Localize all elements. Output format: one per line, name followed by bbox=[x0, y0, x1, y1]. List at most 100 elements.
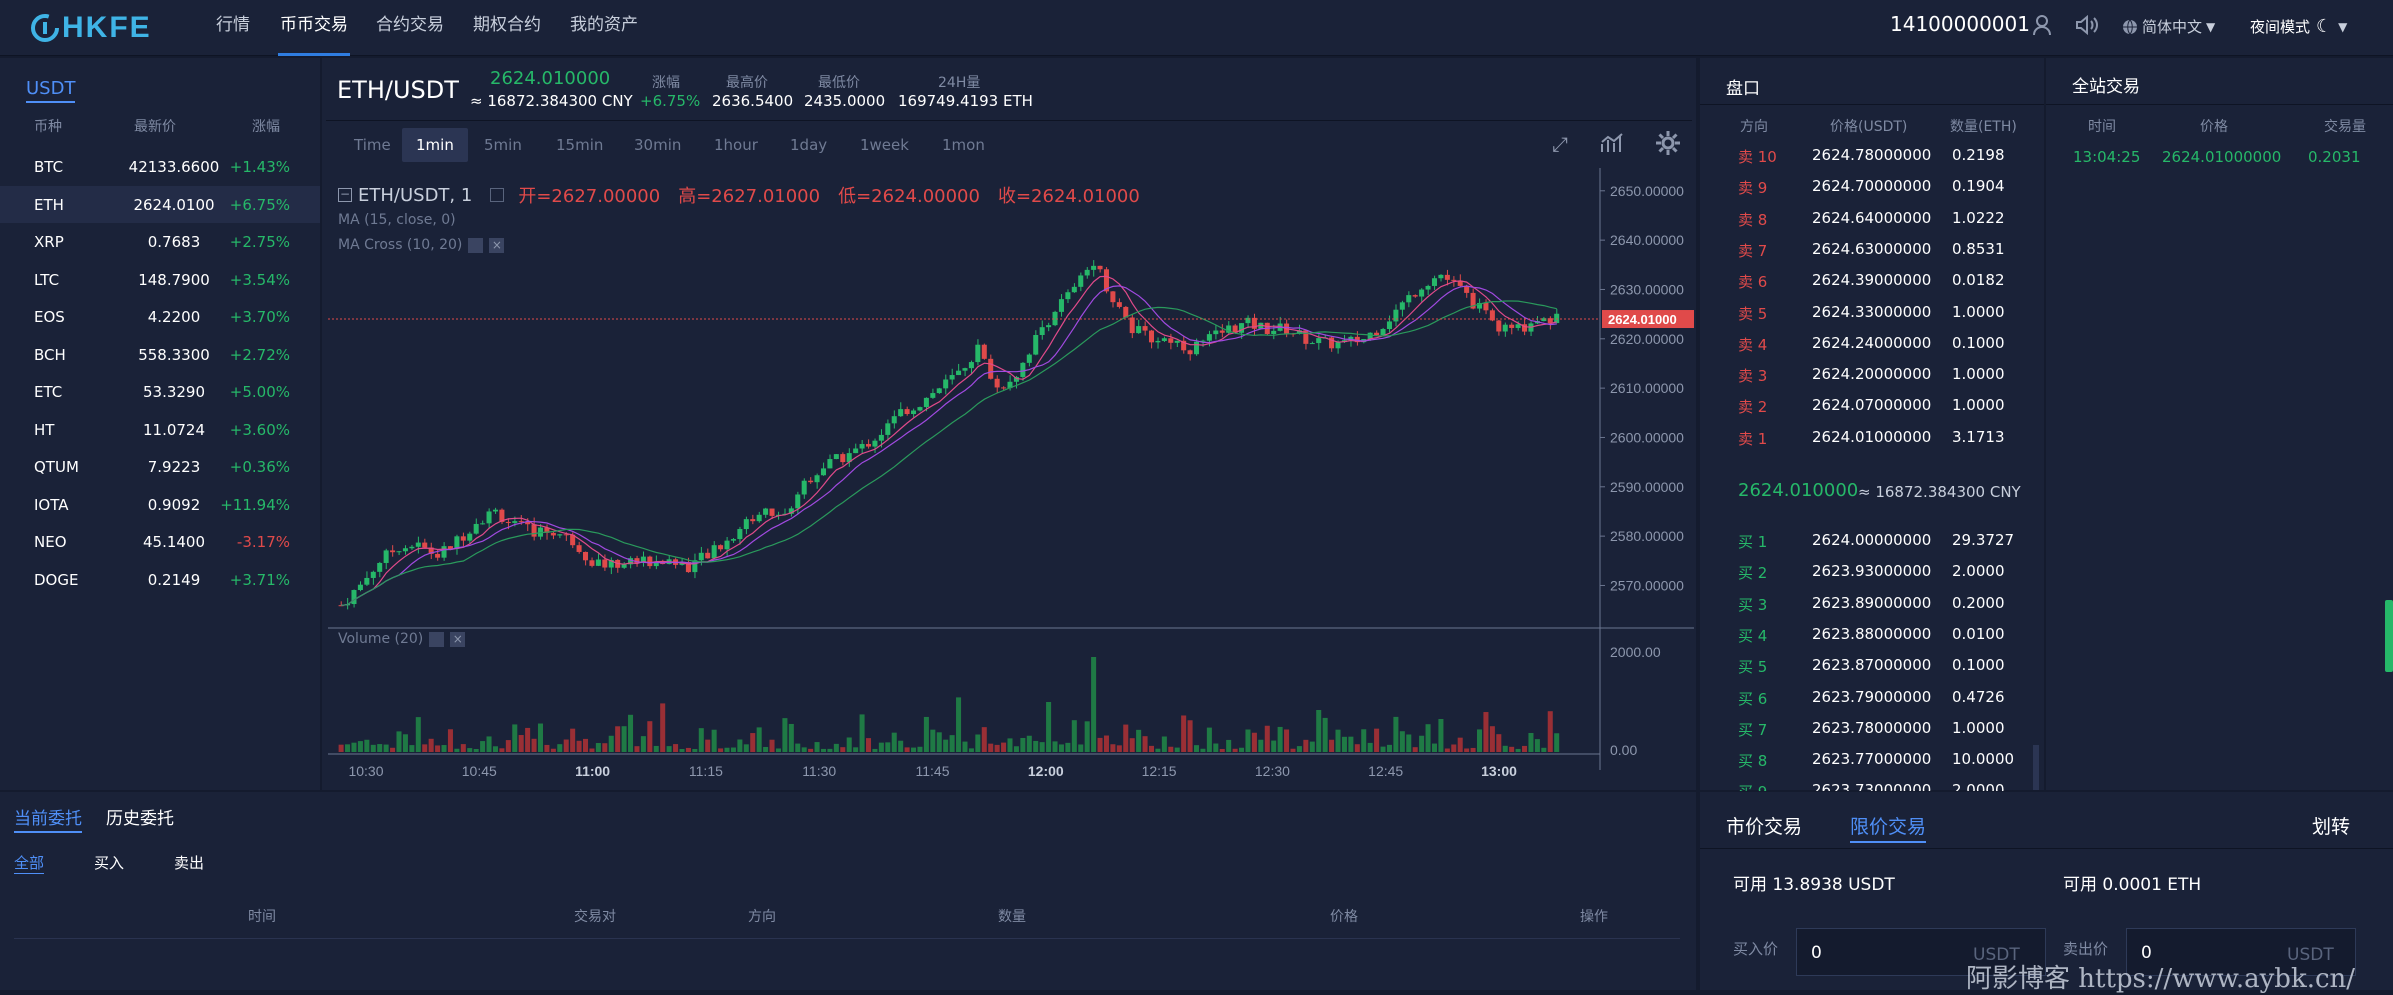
volume-bar bbox=[492, 746, 498, 752]
timeframe-time[interactable]: Time bbox=[354, 136, 391, 154]
tab-history-orders[interactable]: 历史委托 bbox=[106, 809, 174, 829]
tab-current-orders[interactable]: 当前委托 bbox=[14, 804, 82, 833]
logo[interactable]: HKFE bbox=[30, 10, 152, 46]
ask-row[interactable]: 卖 2 2624.07000000 1.0000 bbox=[1700, 396, 2044, 427]
timeframe-1day[interactable]: 1day bbox=[790, 136, 828, 154]
price-chart[interactable]: 2650.00000 2640.00000 2630.00000 2620.00000… bbox=[326, 168, 1694, 788]
market-row-bch[interactable]: BCH 558.3300 +2.72% bbox=[0, 336, 320, 373]
market-row-btc[interactable]: BTC 42133.6600 +1.43% bbox=[0, 148, 320, 185]
candle-body bbox=[1226, 325, 1232, 333]
market-coin: HT bbox=[34, 420, 55, 439]
ask-row[interactable]: 卖 8 2624.64000000 1.0222 bbox=[1700, 209, 2044, 240]
bid-row[interactable]: 买 4 2623.88000000 0.0100 bbox=[1700, 625, 2044, 656]
settings-small-icon[interactable] bbox=[468, 237, 484, 253]
timeframe-1mon[interactable]: 1mon bbox=[942, 136, 985, 154]
close-small-icon[interactable]: × bbox=[489, 237, 505, 253]
market-row-xrp[interactable]: XRP 0.7683 +2.75% bbox=[0, 223, 320, 260]
ask-row[interactable]: 卖 9 2624.70000000 0.1904 bbox=[1700, 177, 2044, 208]
language-selector[interactable]: 简体中文 ▼ bbox=[2122, 16, 2215, 37]
bid-row[interactable]: 买 3 2623.89000000 0.2000 bbox=[1700, 594, 2044, 625]
filter-sell[interactable]: 卖出 bbox=[174, 854, 205, 872]
eye-icon[interactable] bbox=[490, 188, 505, 202]
ask-row[interactable]: 卖 3 2624.20000000 1.0000 bbox=[1700, 365, 2044, 396]
user-icon[interactable] bbox=[2032, 14, 2052, 41]
candle-body bbox=[724, 540, 730, 550]
ask-row[interactable]: 卖 7 2624.63000000 0.8531 bbox=[1700, 240, 2044, 271]
bid-row[interactable]: 买 7 2623.78000000 1.0000 bbox=[1700, 719, 2044, 750]
candle-body bbox=[563, 534, 569, 536]
ask-row[interactable]: 卖 1 2624.01000000 3.1713 bbox=[1700, 428, 2044, 459]
candle-body bbox=[499, 509, 505, 522]
timeframe-30min[interactable]: 30min bbox=[634, 136, 682, 154]
nav-item-options[interactable]: 期权合约 bbox=[473, 15, 541, 35]
market-row-eth[interactable]: ETH 2624.0100 +6.75% bbox=[0, 185, 320, 223]
tab-market-trade[interactable]: 市价交易 bbox=[1726, 816, 1803, 838]
buy-price-input[interactable]: 0 USDT bbox=[1796, 928, 2046, 976]
timeframe-1min[interactable]: 1min bbox=[402, 128, 468, 162]
market-row-ht[interactable]: HT 11.0724 +3.60% bbox=[0, 411, 320, 448]
market-row-ltc[interactable]: LTC 148.7900 +3.54% bbox=[0, 261, 320, 298]
nav-item-assets[interactable]: 我的资产 bbox=[570, 15, 638, 35]
volume-bar bbox=[351, 742, 357, 752]
volume-bar bbox=[737, 739, 743, 752]
nav-item-market[interactable]: 行情 bbox=[216, 15, 250, 35]
volume-bar bbox=[730, 747, 736, 752]
bid-row[interactable]: 买 2 2623.93000000 2.0000 bbox=[1700, 562, 2044, 593]
market-header-change: 涨幅 bbox=[252, 119, 280, 135]
ask-row[interactable]: 卖 6 2624.39000000 0.0182 bbox=[1700, 271, 2044, 302]
indicator-icon[interactable] bbox=[1600, 132, 1626, 158]
nav-item-contract[interactable]: 合约交易 bbox=[376, 15, 444, 35]
user-phone[interactable]: 14100000001 bbox=[1890, 12, 2030, 36]
filter-buy[interactable]: 买入 bbox=[94, 854, 125, 872]
candle-body bbox=[486, 511, 492, 524]
market-row-eos[interactable]: EOS 4.2200 +3.70% bbox=[0, 298, 320, 335]
market-tab-usdt[interactable]: USDT bbox=[26, 78, 76, 103]
ask-price: 2624.33000000 bbox=[1812, 302, 1932, 321]
tab-limit-trade[interactable]: 限价交易 bbox=[1850, 812, 1927, 843]
volume-bar bbox=[853, 747, 859, 752]
night-mode-toggle[interactable]: 夜间模式 ☾ ▼ bbox=[2250, 16, 2347, 37]
market-row-neo[interactable]: NEO 45.1400 -3.17% bbox=[0, 523, 320, 560]
ask-label: 卖 9 bbox=[1738, 179, 1768, 198]
timeframe-1hour[interactable]: 1hour bbox=[714, 136, 758, 154]
market-row-etc[interactable]: ETC 53.3290 +5.00% bbox=[0, 373, 320, 410]
orderbook-scrollbar[interactable] bbox=[2033, 745, 2039, 790]
ask-row[interactable]: 卖 4 2624.24000000 0.1000 bbox=[1700, 334, 2044, 365]
bid-row[interactable]: 买 5 2623.87000000 0.1000 bbox=[1700, 656, 2044, 687]
filter-all[interactable]: 全部 bbox=[14, 854, 45, 874]
sell-price-input[interactable]: 0 USDT bbox=[2126, 928, 2356, 976]
volume-bar bbox=[1039, 742, 1045, 752]
candle-body bbox=[968, 362, 974, 369]
volume-bar bbox=[1020, 737, 1026, 752]
time-tick-label: 12:15 bbox=[1142, 763, 1177, 779]
fullscreen-icon[interactable]: ⤢ bbox=[1552, 132, 1568, 156]
settings-small-icon[interactable] bbox=[429, 631, 445, 647]
collapse-icon[interactable]: − bbox=[338, 187, 352, 202]
transfer-button[interactable]: 划转 bbox=[2312, 816, 2351, 838]
volume-bar bbox=[467, 748, 473, 752]
bid-row[interactable]: 买 6 2623.79000000 0.4726 bbox=[1700, 688, 2044, 719]
close-small-icon[interactable]: × bbox=[450, 631, 466, 647]
market-row-iota[interactable]: IOTA 0.9092 +11.94% bbox=[0, 486, 320, 523]
side-scroll-indicator[interactable] bbox=[2385, 600, 2393, 672]
candle-body bbox=[705, 552, 711, 559]
settings-gear-icon[interactable] bbox=[1655, 130, 1681, 160]
bid-row[interactable]: 买 8 2623.77000000 10.0000 bbox=[1700, 750, 2044, 781]
ask-row[interactable]: 卖 5 2624.33000000 1.0000 bbox=[1700, 303, 2044, 334]
timeframe-15min[interactable]: 15min bbox=[556, 136, 604, 154]
bid-row[interactable]: 买 1 2624.00000000 29.3727 bbox=[1700, 531, 2044, 562]
volume-bar bbox=[975, 734, 981, 752]
bid-row[interactable]: 买 9 2623.73000000 2.0000 bbox=[1700, 781, 2044, 791]
timeframe-5min[interactable]: 5min bbox=[484, 136, 522, 154]
market-row-qtum[interactable]: QTUM 7.9223 +0.36% bbox=[0, 448, 320, 485]
candle-body bbox=[795, 494, 801, 509]
ask-row[interactable]: 卖 10 2624.78000000 0.2198 bbox=[1700, 146, 2044, 177]
timeframe-1week[interactable]: 1week bbox=[860, 136, 909, 154]
current-price-tag bbox=[1602, 310, 1694, 329]
candle-body bbox=[1522, 324, 1528, 332]
sound-icon[interactable] bbox=[2075, 14, 2099, 40]
nav-item-spot[interactable]: 币币交易 bbox=[278, 0, 350, 56]
volume-bar bbox=[1174, 747, 1180, 752]
volume-bar bbox=[962, 741, 968, 752]
market-row-doge[interactable]: DOGE 0.2149 +3.71% bbox=[0, 561, 320, 598]
